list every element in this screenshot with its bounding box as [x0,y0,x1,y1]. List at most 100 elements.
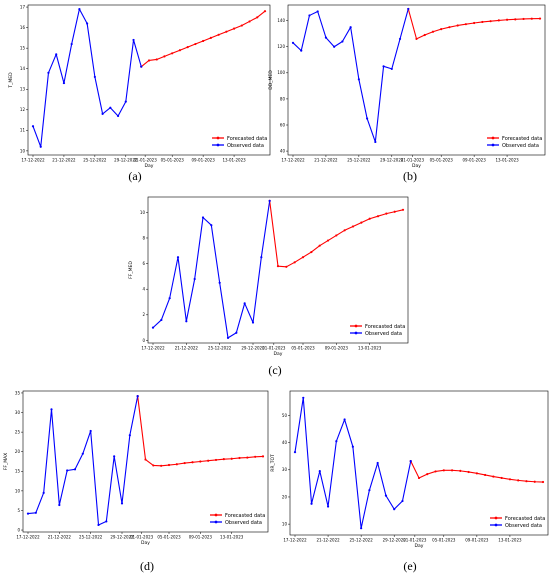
y-tick-label: 20 [15,449,21,454]
observed-legend-label: Observed data [225,520,262,526]
forecast-data-point [217,33,220,36]
observed-data-point [398,37,402,41]
forecast-data-point [489,20,492,23]
x-tick-label: 09-01-2023 [189,535,213,540]
panel-label: (d) [140,559,154,573]
x-tick-label: 13-01-2023 [222,158,246,163]
observed-data-point [62,81,66,85]
observed-data-point [47,71,50,74]
forecast-data-point [163,55,166,58]
y-tick-label: 30 [282,467,288,472]
plot-frame [147,196,409,344]
x-tick-label: 05-01-2023 [157,535,181,540]
forecast-data-point [385,212,388,215]
observed-data-point [116,114,120,118]
x-tick-label: 25-12-2022 [350,538,374,543]
x-tick-label: 01-01-2023 [403,538,427,543]
observed-legend-marker [491,143,495,147]
y-tick-label: 100 [277,70,285,75]
y-tick-label: 40 [282,440,288,445]
forecast-legend-marker [216,136,220,140]
observed-data-point [50,408,53,411]
forecast-data-point [530,17,533,20]
chart-panel-e: 10 20 30 40 50 17-12-2022 21-12-2022 25-12-2022… [270,390,549,573]
x-axis-label: Day [412,163,421,169]
y-tick-label: 60 [280,122,286,127]
observed-data-point [349,26,352,29]
observed-data-point [168,297,171,300]
observed-data-point [42,491,45,494]
observed-data-point [351,445,354,448]
y-tick-label: 10 [15,488,21,493]
x-axis-label: Day [274,351,283,357]
forecast-data-point [473,21,476,25]
observed-data-point [302,396,305,399]
observed-data-point [251,321,255,324]
observed-data-point [55,53,58,56]
forecast-data-point [450,469,454,472]
forecast-data-point [442,469,445,472]
observed-series-line [32,8,142,148]
y-tick-label: 12 [20,107,26,112]
observed-data-point [333,45,336,48]
forecast-legend-label: Forecasted data [365,324,405,330]
y-tick-label: 11 [20,128,26,133]
forecast-data-point [183,461,186,465]
forecast-series-line [410,460,544,483]
y-axis-label: FF_MED [128,261,134,279]
forecast-data-point [484,473,487,477]
observed-series-line [292,8,409,143]
observed-data-point [26,512,30,515]
y-tick-label: 20 [282,494,288,499]
observed-data-point [368,489,371,492]
panel-label: (c) [268,363,281,377]
y-tick-label: 140 [277,18,285,23]
forecast-data-point [194,42,197,46]
observed-data-point [201,216,205,219]
observed-data-point [70,42,73,46]
forecast-data-point [152,464,155,467]
x-tick-label: 09-01-2023 [465,538,489,543]
chart-panel-c: 0 2 4 6 8 10 17-12-2022 21-12-2022 25-12-2022 29-… [128,196,409,377]
observed-data-point [151,326,155,329]
observed-data-point [335,440,338,443]
forecast-data-point [343,229,346,232]
observed-series-line [27,395,139,526]
x-tick-label: 21-12-2022 [314,158,338,163]
forecast-legend-label: Forecasted data [502,136,542,142]
observed-data-point [243,302,246,305]
forecast-data-point [434,470,437,473]
x-tick-label: 09-01-2023 [192,158,216,163]
forecast-data-point [368,217,371,220]
plot-frame [289,390,549,536]
observed-data-point [366,117,369,120]
forecast-data-point [155,58,158,61]
forecast-legend-label: Forecasted data [225,513,265,519]
forecast-data-point [301,256,305,259]
forecast-data-point [178,49,182,52]
observed-data-point [97,523,100,527]
forecast-data-point [426,473,429,476]
x-tick-label: 01-01-2023 [130,535,154,540]
x-tick-label: 05-01-2023 [161,158,185,163]
y-axis-label: FF_MAX [3,453,9,470]
observed-data-point [39,145,42,148]
forecast-data-point [232,27,236,30]
observed-legend-label: Observed data [502,143,539,149]
observed-data-point [318,470,321,473]
forecast-data-point [293,261,296,264]
forecast-data-point [256,16,259,19]
y-tick-label: 50 [282,413,288,418]
y-tick-label: 35 [15,390,21,395]
forecast-data-point [326,239,330,242]
forecast-data-point [207,459,210,462]
observed-legend-label: Observed data [365,331,402,337]
observed-data-point [89,429,92,433]
y-tick-label: 13 [20,87,26,92]
observed-data-point [409,459,412,463]
observed-data-point [81,452,84,455]
forecast-series-line [269,200,404,268]
forecast-data-point [175,463,178,466]
y-tick-label: 30 [15,410,21,415]
